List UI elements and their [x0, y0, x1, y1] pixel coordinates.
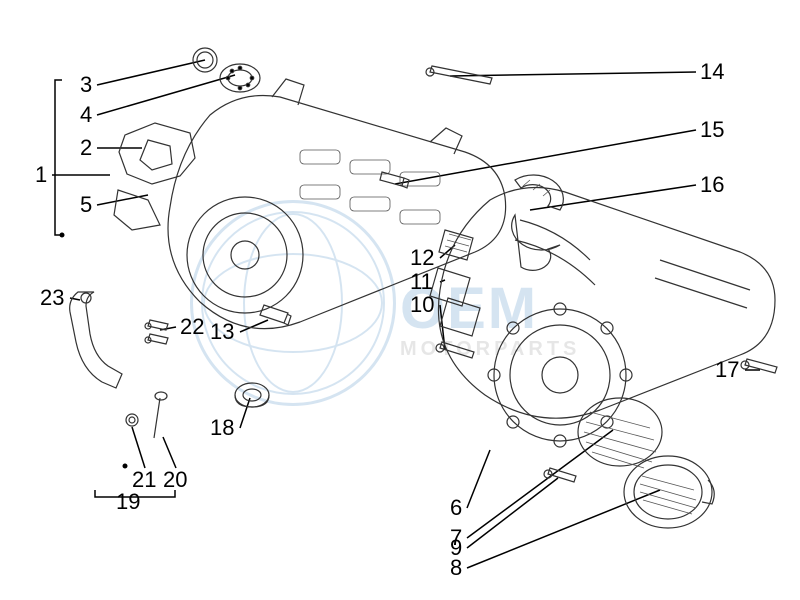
callout-17: 17 — [715, 359, 739, 381]
callout-22: 22 — [180, 316, 204, 338]
leader-6 — [467, 450, 490, 508]
callout-15: 15 — [700, 119, 724, 141]
callout-14: 14 — [700, 61, 724, 83]
diagram-canvas: OEM MOTORPARTS — [0, 0, 800, 600]
leader-4 — [97, 75, 235, 115]
callout-16: 16 — [700, 174, 724, 196]
leader-20 — [163, 437, 176, 468]
leader-14 — [450, 72, 696, 76]
leader-3 — [97, 60, 205, 85]
leader-lines — [52, 60, 760, 568]
part-bearing — [220, 64, 260, 92]
leader-8 — [467, 490, 660, 568]
part-plug-18 — [235, 383, 269, 407]
leader-11 — [440, 280, 445, 282]
part-outer-cover — [438, 188, 775, 448]
part-dipstick-guard — [70, 292, 168, 438]
callout-4: 4 — [80, 104, 92, 126]
callout-12: 12 — [410, 247, 434, 269]
callout-6: 6 — [450, 497, 462, 519]
callout-18: 18 — [210, 417, 234, 439]
callout-3: 3 — [80, 74, 92, 96]
callout-5: 5 — [80, 194, 92, 216]
callout-2: 2 — [80, 137, 92, 159]
callout-21: 21 — [132, 469, 156, 491]
part-filter-12 — [439, 230, 473, 260]
part-screw-17 — [741, 359, 777, 373]
callout-13: 13 — [210, 321, 234, 343]
part-screw-10 — [436, 342, 474, 358]
leader-5 — [97, 195, 148, 205]
leader-7 — [467, 430, 613, 538]
part-pads-11 — [430, 268, 480, 336]
callout-11: 11 — [410, 271, 433, 293]
callout-1: 1 — [35, 164, 47, 186]
callout-10: 10 — [410, 294, 434, 316]
callout-23: 23 — [40, 287, 64, 309]
leader-21 — [132, 427, 145, 468]
group-bracket-1 — [55, 80, 62, 235]
callout-19: 19 — [116, 491, 140, 513]
part-cap-8 — [624, 456, 714, 528]
callout-20: 20 — [163, 469, 187, 491]
callout-8: 8 — [450, 557, 462, 579]
part-intake-duct — [114, 123, 195, 230]
leader-16 — [530, 185, 696, 210]
part-inner-cover — [168, 79, 506, 329]
leader-18 — [240, 398, 250, 428]
callout-9: 9 — [450, 537, 462, 559]
